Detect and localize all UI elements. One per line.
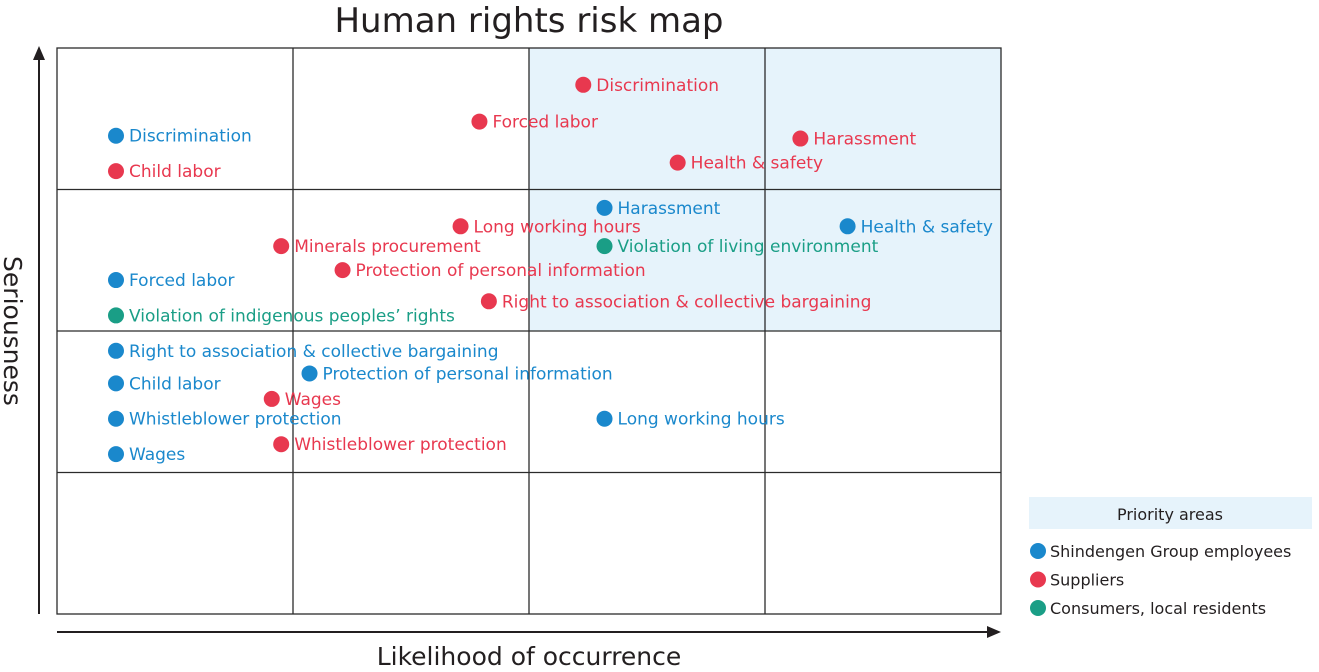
data-point-employees: Protection of personal information bbox=[301, 364, 613, 384]
legend-marker bbox=[1030, 600, 1046, 616]
point-marker bbox=[596, 199, 613, 216]
data-point-consumers: Violation of living environment bbox=[596, 237, 879, 257]
point-label: Right to association & collective bargai… bbox=[502, 292, 872, 312]
data-point-employees: Health & safety bbox=[839, 217, 993, 237]
point-label: Discrimination bbox=[596, 76, 719, 96]
point-marker bbox=[108, 375, 124, 392]
legend-label: Shindengen Group employees bbox=[1050, 542, 1291, 561]
point-marker bbox=[575, 76, 592, 93]
point-marker bbox=[108, 410, 124, 427]
point-label: Violation of indigenous peoples’ rights bbox=[129, 306, 455, 326]
data-point-employees: Right to association & collective bargai… bbox=[108, 342, 499, 362]
point-marker bbox=[792, 130, 809, 147]
legend-entry-employees: Shindengen Group employees bbox=[1030, 542, 1291, 561]
point-label: Harassment bbox=[618, 199, 721, 219]
data-point-suppliers: Minerals procurement bbox=[273, 237, 481, 257]
data-point-consumers: Violation of indigenous peoples’ rights bbox=[108, 306, 455, 326]
point-label: Protection of personal information bbox=[356, 261, 646, 281]
data-point-suppliers: Protection of personal information bbox=[334, 261, 646, 281]
point-label: Wages bbox=[129, 445, 185, 465]
chart-title: Human rights risk map bbox=[334, 1, 723, 41]
point-label: Discrimination bbox=[129, 127, 252, 147]
legend-label: Consumers, local residents bbox=[1050, 599, 1266, 618]
data-point-suppliers: Whistleblower protection bbox=[273, 435, 507, 455]
point-marker bbox=[452, 218, 469, 235]
point-label: Long working hours bbox=[474, 217, 641, 237]
point-marker bbox=[108, 163, 124, 180]
grid bbox=[56, 47, 1002, 615]
legend: Priority areas Shindengen Group employee… bbox=[1029, 497, 1312, 618]
data-point-employees: Discrimination bbox=[108, 127, 252, 147]
data-points: Discrimination Forced labor Right to assoc… bbox=[108, 76, 993, 465]
point-marker bbox=[334, 262, 351, 279]
point-label: Child labor bbox=[129, 162, 221, 182]
point-label: Protection of personal information bbox=[323, 364, 613, 384]
point-marker bbox=[263, 390, 280, 407]
point-marker bbox=[108, 127, 124, 144]
point-label: Forced labor bbox=[129, 271, 235, 291]
point-marker bbox=[669, 154, 686, 171]
point-marker bbox=[839, 218, 856, 235]
point-label: Child labor bbox=[129, 374, 221, 394]
data-point-employees: Whistleblower protection bbox=[108, 410, 342, 430]
point-marker bbox=[273, 238, 290, 255]
point-marker bbox=[108, 272, 124, 289]
x-axis-arrowhead bbox=[987, 626, 1001, 638]
point-marker bbox=[108, 342, 124, 359]
point-label: Wages bbox=[285, 390, 341, 410]
data-point-employees: Forced labor bbox=[108, 271, 235, 291]
point-label: Harassment bbox=[813, 130, 916, 150]
point-label: Violation of living environment bbox=[618, 237, 879, 257]
point-marker bbox=[480, 293, 497, 310]
point-marker bbox=[273, 436, 290, 453]
point-marker bbox=[108, 307, 124, 324]
data-point-employees: Wages bbox=[108, 445, 185, 465]
point-label: Forced labor bbox=[492, 113, 598, 133]
point-label: Right to association & collective bargai… bbox=[129, 342, 499, 362]
data-point-suppliers: Forced labor bbox=[471, 113, 598, 133]
point-label: Minerals procurement bbox=[294, 237, 481, 257]
point-label: Long working hours bbox=[618, 410, 785, 430]
axes bbox=[33, 46, 1001, 638]
legend-marker bbox=[1030, 543, 1046, 559]
data-point-suppliers: Right to association & collective bargai… bbox=[480, 292, 872, 312]
point-marker bbox=[596, 410, 613, 427]
y-axis-arrowhead bbox=[33, 46, 45, 60]
data-point-suppliers: Long working hours bbox=[452, 217, 641, 237]
legend-marker bbox=[1030, 571, 1046, 588]
legend-label: Suppliers bbox=[1050, 571, 1124, 590]
legend-entry-consumers: Consumers, local residents bbox=[1030, 599, 1266, 618]
legend-priority-label: Priority areas bbox=[1117, 505, 1223, 524]
data-point-suppliers: Child labor bbox=[108, 162, 221, 182]
point-marker bbox=[301, 365, 318, 382]
data-point-suppliers: Discrimination bbox=[575, 76, 719, 96]
data-point-suppliers: Health & safety bbox=[669, 154, 823, 174]
data-point-employees: Harassment bbox=[596, 199, 721, 219]
point-label: Whistleblower protection bbox=[294, 435, 507, 455]
legend-priority-swatch bbox=[1029, 497, 1312, 529]
y-axis-label: Seriousness bbox=[0, 256, 27, 406]
data-point-employees: Child labor bbox=[108, 374, 221, 394]
point-label: Health & safety bbox=[691, 154, 823, 174]
data-point-employees: Long working hours bbox=[596, 410, 785, 430]
point-label: Whistleblower protection bbox=[129, 410, 342, 430]
data-point-suppliers: Harassment bbox=[792, 130, 917, 150]
data-point-suppliers: Wages bbox=[263, 390, 341, 410]
point-marker bbox=[471, 113, 488, 130]
x-axis-label: Likelihood of occurrence bbox=[377, 642, 682, 671]
point-label: Health & safety bbox=[861, 217, 993, 237]
legend-entry-suppliers: Suppliers bbox=[1030, 571, 1124, 590]
point-marker bbox=[596, 238, 613, 255]
point-marker bbox=[108, 446, 124, 463]
